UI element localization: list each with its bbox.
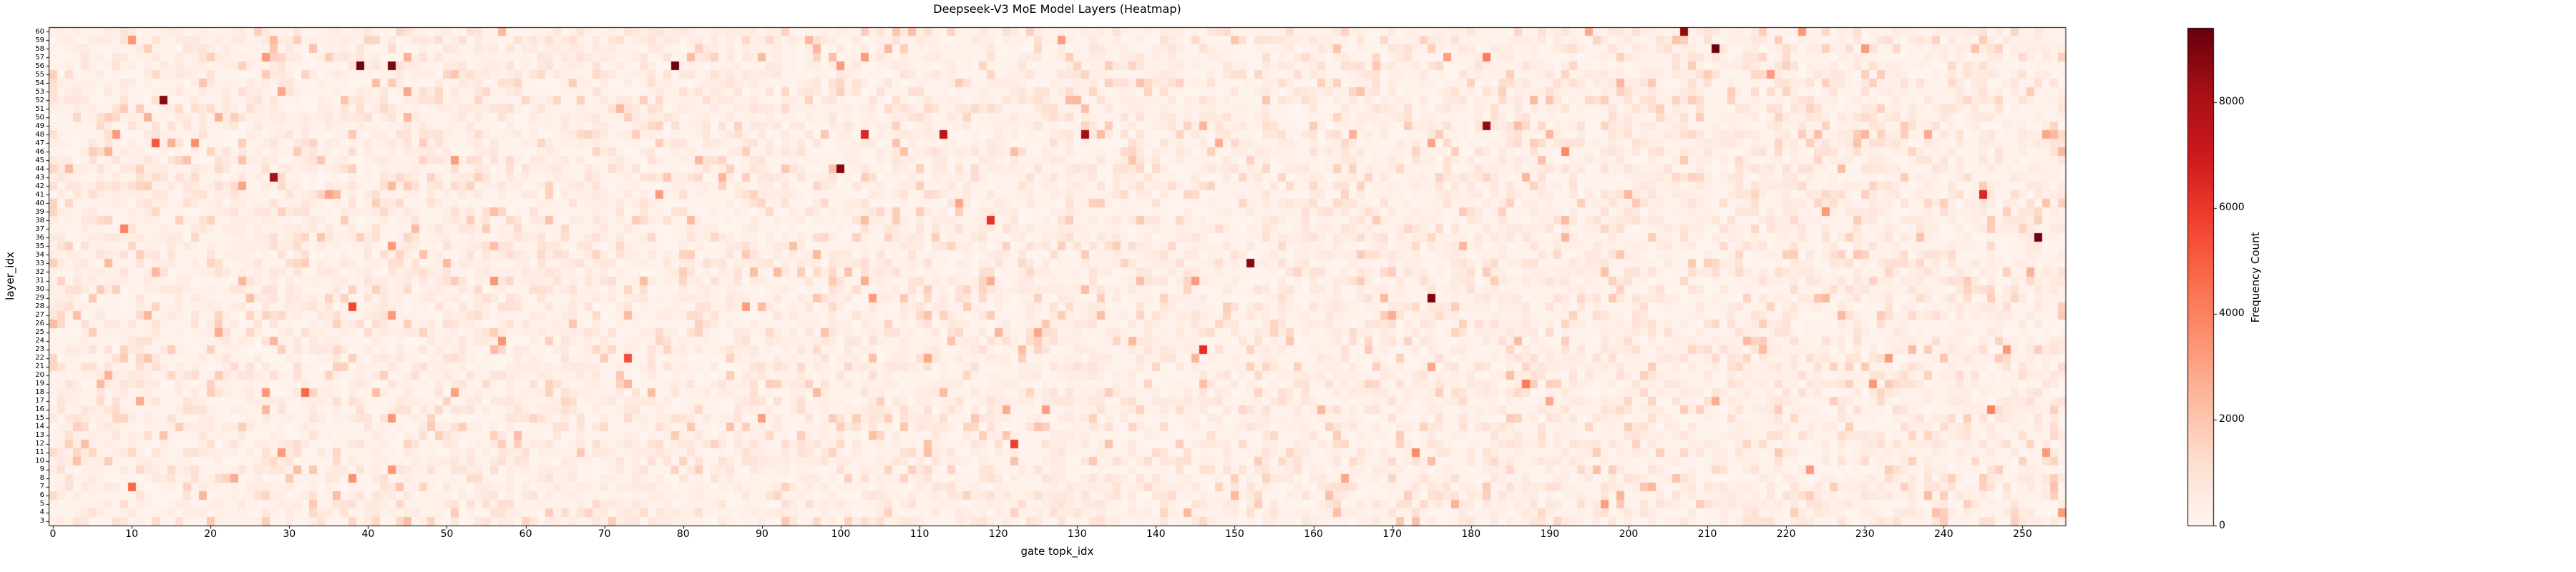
y-tick-label: 45 bbox=[35, 156, 44, 164]
colorbar-tick-label: 6000 bbox=[2219, 202, 2245, 214]
y-tick-label: 49 bbox=[35, 122, 44, 130]
y-tick-label: 41 bbox=[35, 190, 44, 199]
y-tick-label: 31 bbox=[35, 277, 44, 285]
x-tick-label: 40 bbox=[361, 528, 375, 540]
y-tick-label: 8 bbox=[39, 474, 44, 483]
y-tick-label: 57 bbox=[35, 53, 44, 61]
y-tick-label: 27 bbox=[35, 311, 44, 320]
y-tick-label: 4 bbox=[39, 508, 44, 517]
y-tick-label: 26 bbox=[35, 320, 44, 328]
y-tick-label: 22 bbox=[35, 354, 44, 363]
y-tick-label: 48 bbox=[35, 130, 44, 139]
y-tick-label: 17 bbox=[35, 397, 44, 405]
x-tick-label: 150 bbox=[1225, 528, 1244, 540]
x-tick-label: 230 bbox=[1855, 528, 1875, 540]
colorbar-label: Frequency Count bbox=[2249, 232, 2262, 323]
y-tick-label: 14 bbox=[35, 423, 44, 431]
y-tick-label: 28 bbox=[35, 302, 44, 311]
y-tick-label: 23 bbox=[35, 345, 44, 354]
y-tick-label: 32 bbox=[35, 267, 44, 276]
y-tick-label: 19 bbox=[35, 380, 44, 388]
y-tick-label: 6 bbox=[39, 491, 44, 500]
x-tick-label: 100 bbox=[831, 528, 851, 540]
y-tick-label: 56 bbox=[35, 61, 44, 70]
y-tick-label: 55 bbox=[35, 70, 44, 79]
x-tick-label: 160 bbox=[1304, 528, 1323, 540]
colorbar-tick-label: 4000 bbox=[2219, 307, 2245, 320]
x-tick-label: 240 bbox=[1933, 528, 1953, 540]
x-tick-label: 110 bbox=[909, 528, 930, 540]
y-tick-label: 37 bbox=[35, 225, 44, 233]
y-tick-label: 46 bbox=[35, 147, 44, 156]
y-tick-label: 16 bbox=[35, 405, 44, 414]
colorbar-tick-label: 8000 bbox=[2219, 96, 2245, 108]
y-tick-label: 12 bbox=[35, 440, 44, 448]
x-tick-label: 30 bbox=[283, 528, 296, 540]
x-axis-label: gate topk_idx bbox=[1020, 545, 1094, 558]
x-tick-label: 90 bbox=[755, 528, 769, 540]
x-tick-label: 170 bbox=[1382, 528, 1402, 540]
x-tick-label: 20 bbox=[204, 528, 218, 540]
y-tick-label: 58 bbox=[35, 44, 44, 53]
y-tick-label: 30 bbox=[35, 285, 44, 294]
x-tick-label: 130 bbox=[1067, 528, 1087, 540]
chart-title: Deepseek-V3 MoE Model Layers (Heatmap) bbox=[933, 2, 1181, 16]
y-tick-label: 10 bbox=[35, 457, 44, 465]
y-tick-label: 51 bbox=[35, 104, 44, 113]
colorbar-tick-label: 2000 bbox=[2219, 413, 2245, 425]
y-tick-label: 29 bbox=[35, 294, 44, 302]
x-tick-label: 10 bbox=[125, 528, 138, 540]
x-tick-label: 210 bbox=[1697, 528, 1717, 540]
y-tick-label: 50 bbox=[35, 113, 44, 122]
x-tick-label: 80 bbox=[676, 528, 690, 540]
y-tick-label: 34 bbox=[35, 250, 44, 259]
y-tick-label: 42 bbox=[35, 182, 44, 190]
x-tick-label: 250 bbox=[2013, 528, 2032, 540]
y-tick-label: 3 bbox=[39, 517, 44, 526]
x-tick-label: 200 bbox=[1619, 528, 1639, 540]
y-tick-label: 36 bbox=[35, 233, 44, 242]
x-tick-label: 220 bbox=[1776, 528, 1796, 540]
x-tick-label: 50 bbox=[440, 528, 454, 540]
y-tick-label: 9 bbox=[39, 465, 44, 474]
y-tick-label: 21 bbox=[35, 363, 44, 371]
y-tick-label: 52 bbox=[35, 96, 44, 104]
x-tick-label: 70 bbox=[597, 528, 611, 540]
y-tick-label: 39 bbox=[35, 207, 44, 216]
y-tick-label: 40 bbox=[35, 199, 44, 207]
y-tick-label: 43 bbox=[35, 173, 44, 182]
x-tick-label: 60 bbox=[519, 528, 532, 540]
y-tick-label: 53 bbox=[35, 87, 44, 96]
y-tick-label: 18 bbox=[35, 388, 44, 397]
colorbar-tick-label: 0 bbox=[2219, 519, 2225, 531]
x-tick-label: 190 bbox=[1540, 528, 1560, 540]
x-tick-label: 180 bbox=[1461, 528, 1481, 540]
x-tick-label: 0 bbox=[49, 528, 57, 540]
y-tick-label: 5 bbox=[39, 500, 44, 508]
y-tick-label: 24 bbox=[35, 337, 44, 345]
y-tick-label: 35 bbox=[35, 242, 44, 250]
x-tick-label: 120 bbox=[988, 528, 1008, 540]
x-tick-label: 140 bbox=[1146, 528, 1166, 540]
y-tick-label: 13 bbox=[35, 431, 44, 440]
y-tick-label: 25 bbox=[35, 328, 44, 337]
y-tick-label: 11 bbox=[35, 448, 44, 457]
y-tick-label: 33 bbox=[35, 259, 44, 267]
y-tick-label: 44 bbox=[35, 164, 44, 173]
y-tick-label: 7 bbox=[39, 483, 44, 491]
y-tick-label: 59 bbox=[35, 36, 44, 44]
y-tick-label: 15 bbox=[35, 414, 44, 423]
y-tick-label: 38 bbox=[35, 216, 44, 225]
y-tick-label: 20 bbox=[35, 371, 44, 380]
y-tick-label: 60 bbox=[35, 27, 44, 36]
y-tick-label: 54 bbox=[35, 79, 44, 87]
y-tick-label: 47 bbox=[35, 139, 44, 147]
